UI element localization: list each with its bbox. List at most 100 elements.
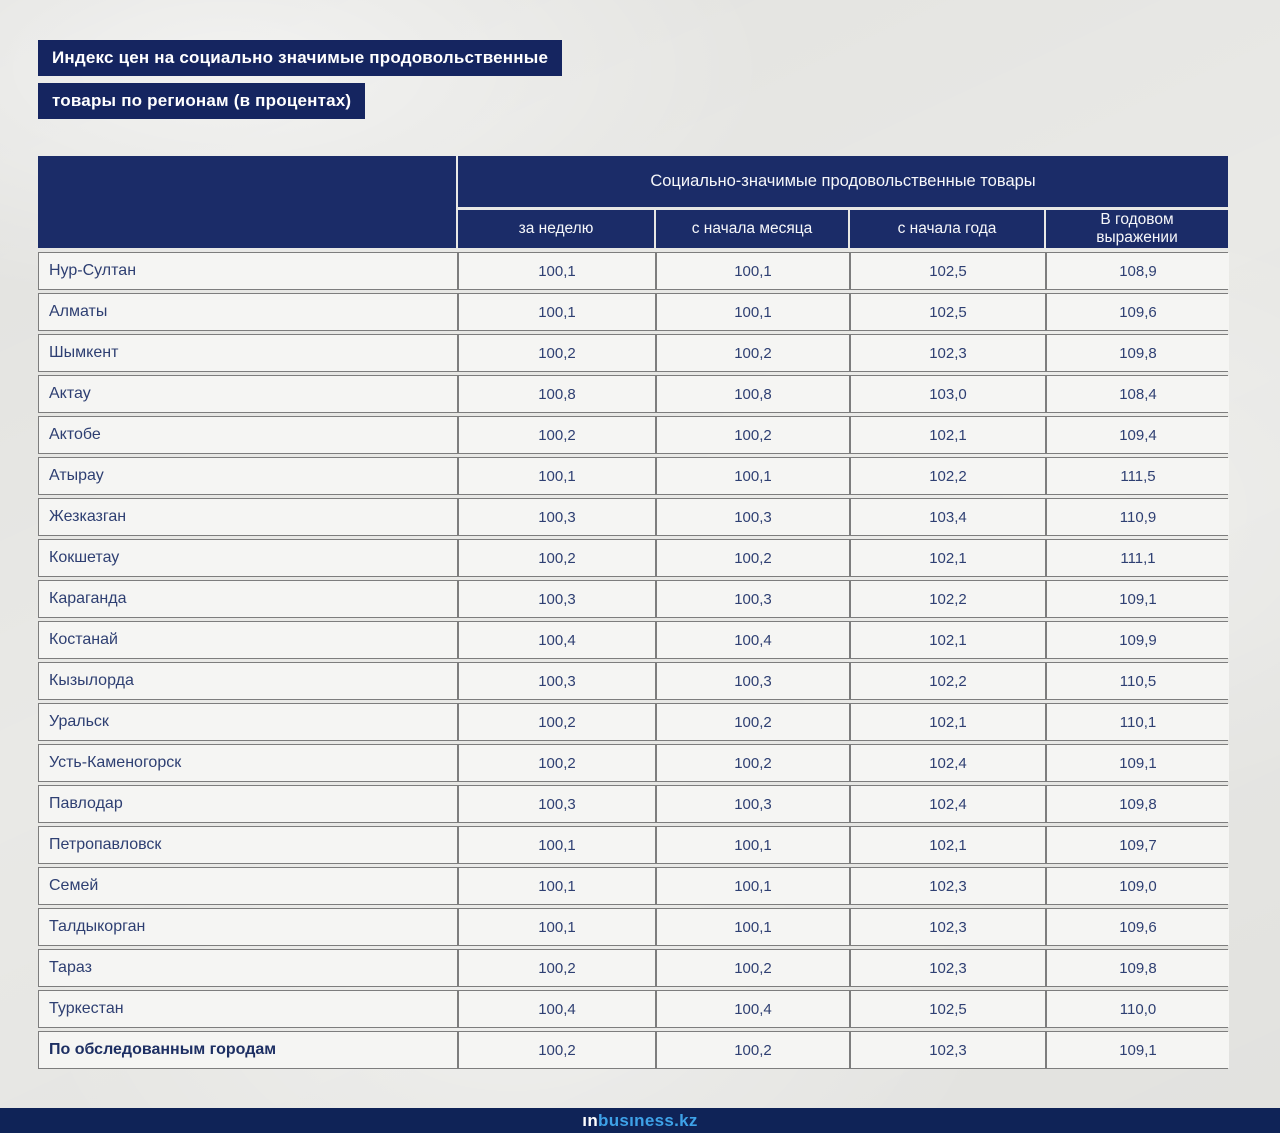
value-week: 100,1 bbox=[459, 294, 655, 330]
value-annual: 109,1 bbox=[1047, 1032, 1229, 1068]
value-month: 100,2 bbox=[657, 335, 849, 371]
value-year: 102,4 bbox=[851, 786, 1045, 822]
value-annual: 110,0 bbox=[1047, 991, 1229, 1027]
region-name: Шымкент bbox=[39, 335, 457, 371]
table-row: Костанай 100,4 100,4 102,1 109,9 bbox=[38, 621, 1229, 659]
value-month: 100,4 bbox=[657, 622, 849, 658]
value-year: 102,2 bbox=[851, 663, 1045, 699]
footer-bar: ınbusıness.kz bbox=[0, 1108, 1280, 1133]
value-week: 100,2 bbox=[459, 704, 655, 740]
region-name: Усть-Каменогорск bbox=[39, 745, 457, 781]
value-year: 102,1 bbox=[851, 704, 1045, 740]
table-row: Талдыкорган 100,1 100,1 102,3 109,6 bbox=[38, 908, 1229, 946]
value-annual: 111,5 bbox=[1047, 458, 1229, 494]
region-name: Жезказган bbox=[39, 499, 457, 535]
value-week: 100,4 bbox=[459, 622, 655, 658]
value-month: 100,3 bbox=[657, 663, 849, 699]
value-annual: 109,6 bbox=[1047, 909, 1229, 945]
region-name: Атырау bbox=[39, 458, 457, 494]
table-row: Семей 100,1 100,1 102,3 109,0 bbox=[38, 867, 1229, 905]
value-week: 100,2 bbox=[459, 335, 655, 371]
region-name: Уральск bbox=[39, 704, 457, 740]
table-row: По обследованным городам 100,2 100,2 102… bbox=[38, 1031, 1229, 1069]
value-week: 100,3 bbox=[459, 786, 655, 822]
value-annual: 109,4 bbox=[1047, 417, 1229, 453]
value-week: 100,1 bbox=[459, 458, 655, 494]
inbusiness-kz-logo: ınbusıness.kz bbox=[582, 1112, 697, 1129]
region-name: Нур-Султан bbox=[39, 253, 457, 289]
value-month: 100,3 bbox=[657, 786, 849, 822]
value-annual: 109,8 bbox=[1047, 950, 1229, 986]
table-row: Караганда 100,3 100,3 102,2 109,1 bbox=[38, 580, 1229, 618]
header-col-year: с начала года bbox=[850, 210, 1044, 248]
value-week: 100,8 bbox=[459, 376, 655, 412]
value-month: 100,1 bbox=[657, 868, 849, 904]
table-row: Туркестан 100,4 100,4 102,5 110,0 bbox=[38, 990, 1229, 1028]
value-week: 100,2 bbox=[459, 745, 655, 781]
table-body: Нур-Султан 100,1 100,1 102,5 108,9 Алмат… bbox=[38, 252, 1229, 1069]
value-week: 100,1 bbox=[459, 253, 655, 289]
region-name: Семей bbox=[39, 868, 457, 904]
value-annual: 109,6 bbox=[1047, 294, 1229, 330]
value-year: 102,1 bbox=[851, 540, 1045, 576]
value-year: 102,5 bbox=[851, 991, 1045, 1027]
value-week: 100,2 bbox=[459, 1032, 655, 1068]
value-month: 100,4 bbox=[657, 991, 849, 1027]
table-row: Атырау 100,1 100,1 102,2 111,5 bbox=[38, 457, 1229, 495]
value-week: 100,1 bbox=[459, 909, 655, 945]
region-name: Петропавловск bbox=[39, 827, 457, 863]
value-annual: 109,1 bbox=[1047, 581, 1229, 617]
value-annual: 109,8 bbox=[1047, 786, 1229, 822]
value-month: 100,2 bbox=[657, 704, 849, 740]
value-week: 100,4 bbox=[459, 991, 655, 1027]
value-annual: 109,7 bbox=[1047, 827, 1229, 863]
value-month: 100,1 bbox=[657, 294, 849, 330]
value-year: 102,1 bbox=[851, 417, 1045, 453]
region-name: Актау bbox=[39, 376, 457, 412]
value-annual: 109,1 bbox=[1047, 745, 1229, 781]
header-corner-cell bbox=[38, 156, 456, 248]
value-week: 100,3 bbox=[459, 499, 655, 535]
value-year: 102,1 bbox=[851, 622, 1045, 658]
region-name: Кызылорда bbox=[39, 663, 457, 699]
value-annual: 110,5 bbox=[1047, 663, 1229, 699]
value-week: 100,2 bbox=[459, 540, 655, 576]
value-month: 100,1 bbox=[657, 458, 849, 494]
table-row: Шымкент 100,2 100,2 102,3 109,8 bbox=[38, 334, 1229, 372]
header-col-month: с начала месяца bbox=[656, 210, 848, 248]
value-annual: 110,1 bbox=[1047, 704, 1229, 740]
value-year: 102,3 bbox=[851, 909, 1045, 945]
value-year: 102,3 bbox=[851, 1032, 1045, 1068]
value-annual: 109,9 bbox=[1047, 622, 1229, 658]
value-annual: 110,9 bbox=[1047, 499, 1229, 535]
value-year: 103,0 bbox=[851, 376, 1045, 412]
table-row: Усть-Каменогорск 100,2 100,2 102,4 109,1 bbox=[38, 744, 1229, 782]
logo-part-in: ın bbox=[582, 1111, 599, 1130]
page-title: Индекс цен на социально значимые продово… bbox=[38, 40, 563, 126]
region-name: Тараз bbox=[39, 950, 457, 986]
header-group-cell: Социально-значимые продовольственные тов… bbox=[458, 156, 1228, 207]
value-month: 100,3 bbox=[657, 581, 849, 617]
table-row: Уральск 100,2 100,2 102,1 110,1 bbox=[38, 703, 1229, 741]
value-month: 100,2 bbox=[657, 1032, 849, 1068]
header-col-week: за неделю bbox=[458, 210, 654, 248]
value-week: 100,2 bbox=[459, 950, 655, 986]
region-name: Павлодар bbox=[39, 786, 457, 822]
value-week: 100,3 bbox=[459, 581, 655, 617]
value-year: 102,3 bbox=[851, 950, 1045, 986]
value-annual: 111,1 bbox=[1047, 540, 1229, 576]
region-name: Талдыкорган bbox=[39, 909, 457, 945]
value-month: 100,3 bbox=[657, 499, 849, 535]
price-index-table: Социально-значимые продовольственные тов… bbox=[38, 156, 1229, 1072]
value-year: 102,1 bbox=[851, 827, 1045, 863]
table-row: Петропавловск 100,1 100,1 102,1 109,7 bbox=[38, 826, 1229, 864]
region-name: Караганда bbox=[39, 581, 457, 617]
table-row: Алматы 100,1 100,1 102,5 109,6 bbox=[38, 293, 1229, 331]
page-title-line-2: товары по регионам (в процентах) bbox=[38, 83, 366, 119]
region-name: Туркестан bbox=[39, 991, 457, 1027]
value-year: 102,3 bbox=[851, 868, 1045, 904]
value-annual: 109,8 bbox=[1047, 335, 1229, 371]
table-row: Кокшетау 100,2 100,2 102,1 111,1 bbox=[38, 539, 1229, 577]
table-row: Павлодар 100,3 100,3 102,4 109,8 bbox=[38, 785, 1229, 823]
